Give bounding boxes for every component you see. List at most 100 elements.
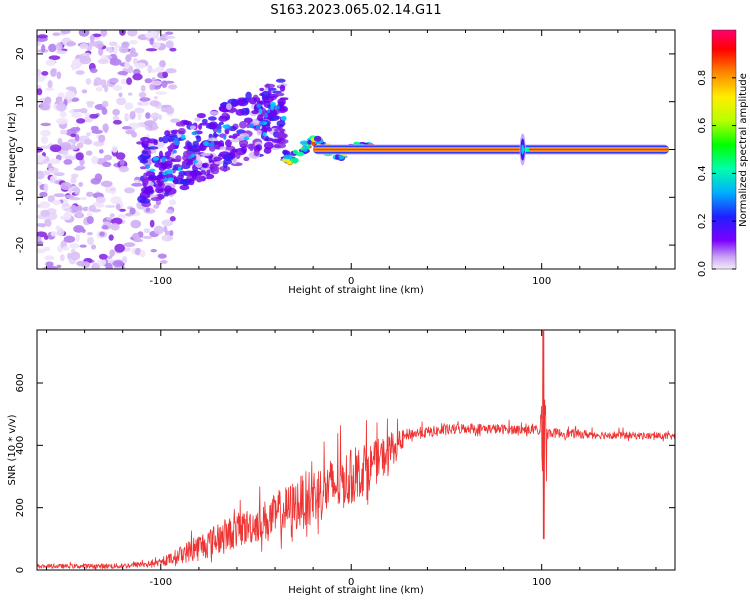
spectrogram-blob bbox=[84, 139, 93, 145]
spectrogram-blob bbox=[78, 182, 83, 187]
spectrogram-blob bbox=[182, 178, 189, 186]
spectrogram-blob bbox=[80, 108, 88, 114]
spectrogram-blob bbox=[152, 122, 158, 131]
spectrogram-blob bbox=[98, 47, 104, 56]
spectrogram-blob bbox=[90, 68, 98, 74]
spectrogram-blob bbox=[244, 107, 250, 115]
spectrogram-blob bbox=[222, 124, 229, 129]
spectrogram-blob bbox=[112, 115, 120, 121]
spectrogram-blob bbox=[37, 248, 46, 254]
spectrogram-blob bbox=[127, 30, 138, 37]
spectrogram-blob bbox=[45, 59, 56, 67]
spectrogram-blob bbox=[145, 48, 158, 52]
spectrogram-blob bbox=[49, 144, 62, 153]
spectrogram-blob bbox=[149, 168, 156, 172]
snr-ylabel: SNR (10 * v/v) bbox=[7, 414, 18, 485]
spectrogram-blob bbox=[192, 140, 200, 148]
spectrogram-blob bbox=[219, 165, 231, 172]
spectrogram-blob bbox=[41, 44, 46, 53]
spectrogram-blob bbox=[112, 260, 124, 267]
spectrogram-blob bbox=[109, 188, 117, 192]
spectrogram-blob bbox=[43, 246, 51, 252]
spectrogram-blob bbox=[68, 187, 73, 194]
spectrogram-blob bbox=[275, 92, 285, 97]
spectrogram-blob bbox=[131, 182, 143, 187]
spectrogram-blob bbox=[128, 40, 138, 45]
spectrogram-blob bbox=[159, 260, 168, 264]
spectrogram-blob bbox=[76, 142, 84, 149]
spectrogram-blob bbox=[247, 143, 255, 150]
spectrogram-blob bbox=[149, 219, 155, 228]
spectrogram-blob bbox=[104, 204, 116, 208]
spectrogram-blob bbox=[40, 209, 50, 217]
spectrogram-blob bbox=[109, 58, 122, 66]
spectrogram-blob bbox=[86, 216, 94, 225]
spectrogram-blob bbox=[196, 135, 202, 143]
spectrogram-blob bbox=[47, 195, 56, 203]
spectrogram-blob bbox=[67, 252, 72, 260]
spectrogram-blob bbox=[139, 97, 151, 102]
spectrogram-blob bbox=[43, 183, 49, 193]
spectrogram-blob bbox=[296, 151, 305, 157]
spectrogram-blob bbox=[157, 253, 167, 259]
spectrogram-blob bbox=[299, 140, 310, 145]
spectrogram-blob bbox=[112, 119, 122, 125]
spectrogram-blob bbox=[153, 225, 164, 235]
snr-series-line bbox=[37, 330, 675, 570]
spectrogram-blob bbox=[48, 158, 61, 165]
y-tick-label: 0 bbox=[15, 567, 26, 573]
spectrogram-blob bbox=[166, 169, 174, 175]
spectrogram-blob bbox=[170, 188, 177, 194]
spectrogram-blob bbox=[264, 112, 268, 119]
spectrogram-blob bbox=[70, 176, 77, 184]
spectrogram-blob bbox=[63, 212, 73, 218]
spectrogram-blob bbox=[210, 168, 220, 175]
colorbar-tick-label: 0.4 bbox=[697, 165, 708, 181]
spectrogram-blob bbox=[248, 123, 254, 129]
spectrogram-blob bbox=[132, 232, 140, 240]
spectrogram-blob bbox=[180, 134, 186, 140]
spectrogram-blob bbox=[98, 134, 106, 143]
spectrogram-xlabel: Height of straight line (km) bbox=[288, 285, 424, 296]
spectrogram-blob bbox=[115, 152, 126, 160]
spectrogram-blob bbox=[142, 150, 149, 155]
spectrogram-blob bbox=[177, 166, 182, 171]
spectrogram-blob bbox=[164, 35, 176, 39]
spectrogram-blob bbox=[165, 106, 175, 115]
spectrogram-blob bbox=[280, 115, 287, 121]
spectrogram-blob bbox=[216, 128, 222, 134]
spectrogram-blob bbox=[37, 34, 48, 39]
spectrogram-blob bbox=[175, 155, 182, 163]
spectrogram-blob bbox=[139, 159, 149, 164]
spectrogram-blob bbox=[170, 118, 181, 123]
spectrogram-blob bbox=[97, 258, 107, 267]
spectrogram-blob bbox=[124, 187, 135, 194]
snr-chart: -100 0 100 0 200 400 600 Height of straight li… bbox=[7, 329, 676, 596]
spectrogram-blob bbox=[45, 87, 55, 91]
spectrogram-blob bbox=[63, 159, 73, 165]
spectrogram-blob bbox=[268, 87, 277, 91]
spectrogram-blob bbox=[186, 161, 194, 166]
spectrogram-blob bbox=[228, 135, 234, 139]
spectrogram-blob bbox=[207, 137, 218, 142]
spectrogram-blob bbox=[152, 112, 158, 120]
spectrogram-blob bbox=[154, 162, 165, 168]
spectrogram-blob bbox=[200, 166, 211, 171]
spectrogram-blob bbox=[199, 122, 211, 126]
spectrogram-blob bbox=[111, 145, 118, 153]
spectrogram-blob bbox=[50, 68, 57, 77]
spectrogram-blob bbox=[55, 225, 61, 231]
spectrogram-blob bbox=[165, 68, 177, 74]
spectrogram-blob bbox=[158, 114, 163, 120]
spectrogram-blob bbox=[56, 228, 65, 237]
spectrogram-blob bbox=[139, 249, 146, 258]
spectrogram-blob bbox=[78, 30, 90, 37]
spectrogram-blob bbox=[101, 225, 109, 230]
spectrogram-blob bbox=[69, 243, 80, 249]
spectrogram-blob bbox=[191, 131, 198, 136]
spectrogram-blob bbox=[269, 114, 280, 121]
spectrogram-blob bbox=[227, 98, 239, 105]
spectrogram-blob bbox=[124, 60, 130, 70]
spectrogram-blob bbox=[40, 136, 49, 144]
